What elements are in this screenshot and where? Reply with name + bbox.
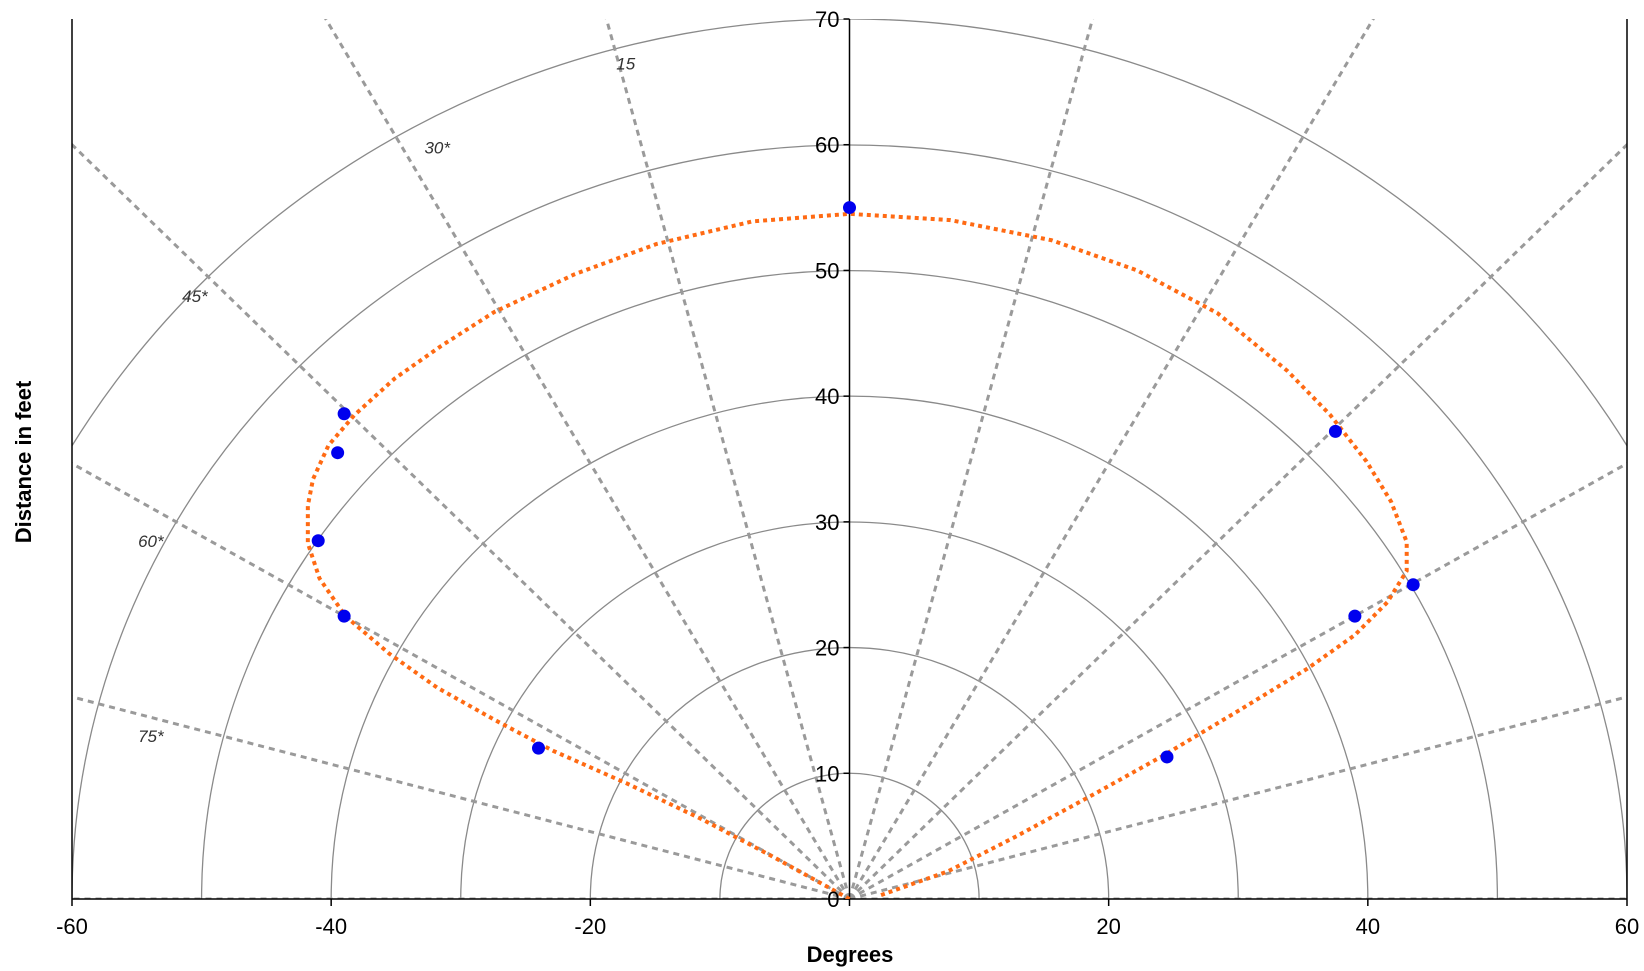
- angle-label: 45*: [182, 287, 209, 306]
- y-tick-label: 70: [815, 7, 839, 32]
- angle-label: 15: [616, 54, 635, 73]
- x-tick-label: -20: [574, 914, 606, 939]
- data-point: [337, 609, 351, 623]
- angle-ray: [72, 142, 851, 899]
- y-axis-title: Distance in feet: [11, 380, 36, 543]
- polar-grid: [72, 19, 1627, 899]
- data-point: [1160, 750, 1174, 764]
- x-tick-label: -60: [56, 914, 88, 939]
- x-tick-label: 20: [1096, 914, 1120, 939]
- angle-label: 30*: [424, 139, 451, 158]
- data-point: [331, 446, 345, 460]
- angle-ray: [848, 19, 1375, 899]
- y-tick-label: 10: [815, 761, 839, 786]
- angle-ray: [848, 142, 1627, 899]
- angle-ray: [324, 19, 851, 899]
- y-tick-label: 40: [815, 384, 839, 409]
- data-point: [311, 534, 325, 548]
- y-tick-label: 20: [815, 636, 839, 661]
- angle-label: 60*: [138, 532, 165, 551]
- x-tick-label: 60: [1615, 914, 1639, 939]
- y-tick-label: 60: [815, 133, 839, 158]
- angle-labels: 15 30* 45* 60* 75*: [138, 54, 636, 746]
- y-tick-label: 50: [815, 258, 839, 283]
- data-point: [337, 407, 351, 421]
- x-tick-label: -40: [315, 914, 347, 939]
- tick-labels: -60 -40 -20 20 40 60 0 10 20 30 40 50 60 70: [56, 7, 1639, 939]
- data-point: [532, 741, 545, 755]
- angle-ray: [848, 461, 1627, 899]
- data-point: [1328, 424, 1342, 438]
- data-series: [305, 201, 1420, 899]
- angle-ray: [848, 19, 1095, 899]
- data-point: [843, 201, 856, 215]
- angle-label: 75*: [138, 727, 165, 746]
- data-point: [1348, 609, 1362, 623]
- angle-ray: [72, 461, 851, 899]
- y-tick-label: 0: [827, 887, 839, 912]
- angle-ray: [604, 19, 851, 899]
- data-point: [1406, 578, 1420, 592]
- x-axis-title: Degrees: [807, 942, 894, 967]
- x-tick-label: 40: [1356, 914, 1380, 939]
- y-tick-label: 30: [815, 510, 839, 535]
- fitted-coverage-curve: [305, 211, 1409, 899]
